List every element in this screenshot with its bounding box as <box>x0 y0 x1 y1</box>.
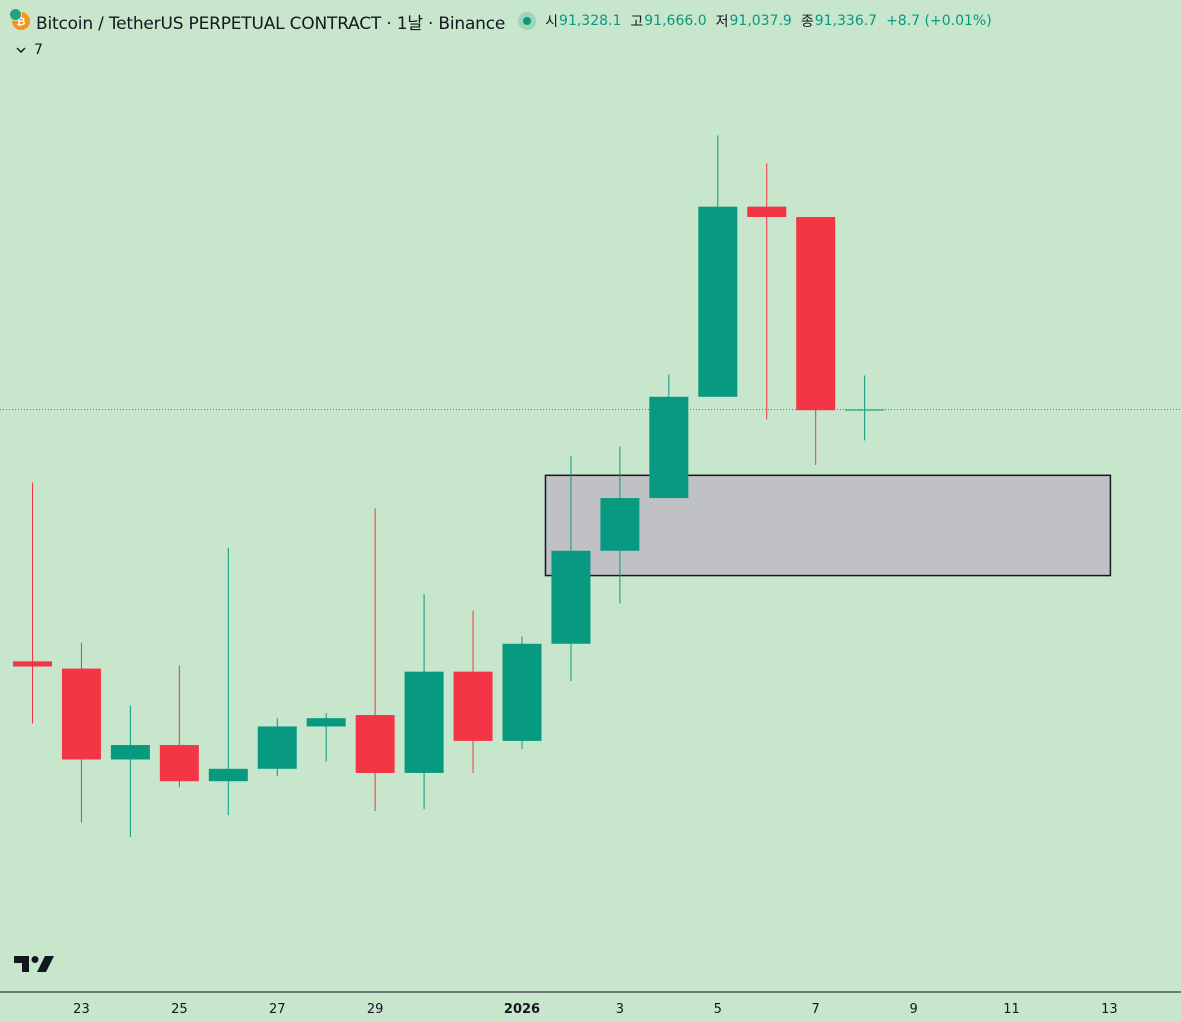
candle-body <box>13 661 52 667</box>
candle-body <box>159 745 199 782</box>
candle-body <box>306 718 346 727</box>
indicator-legend[interactable]: 7 <box>16 42 43 58</box>
candle[interactable] <box>355 508 395 812</box>
bitcoin-icon: ₿ <box>9 8 30 30</box>
x-tick-label: 25 <box>171 1002 188 1017</box>
candle-body <box>257 726 297 769</box>
market-open-status-icon <box>523 17 532 25</box>
candle-body <box>355 715 395 773</box>
high-value: 91,666.0 <box>644 13 707 29</box>
candle-body <box>845 409 885 411</box>
x-tick-label: 13 <box>1101 1002 1118 1017</box>
candle[interactable] <box>747 163 787 420</box>
candle[interactable] <box>306 713 346 762</box>
indicator-count: 7 <box>34 42 43 58</box>
x-tick-label: 27 <box>269 1002 286 1017</box>
low-label: 저 <box>715 14 729 30</box>
candle-body <box>747 206 787 217</box>
zone-layer <box>544 474 1112 577</box>
candle-body <box>502 643 542 741</box>
x-tick-label: 7 <box>812 1002 820 1017</box>
open-label: 시 <box>545 14 559 30</box>
x-tick-label: 2026 <box>504 1002 540 1017</box>
candles-layer <box>13 135 885 837</box>
candle[interactable] <box>796 217 836 465</box>
x-tick-label: 23 <box>73 1002 90 1017</box>
high-label: 고 <box>630 14 644 30</box>
candle[interactable] <box>110 705 150 837</box>
candle[interactable] <box>845 375 885 441</box>
x-tick-label: 11 <box>1003 1002 1020 1017</box>
candle-body <box>796 217 836 411</box>
tradingview-logo-icon[interactable] <box>14 954 54 978</box>
chart-header: ₿ Bitcoin / TetherUS PERPETUAL CONTRACT … <box>9 8 992 34</box>
x-tick-label: 5 <box>714 1002 722 1017</box>
zone-rectangle[interactable] <box>544 474 1112 577</box>
candle[interactable] <box>159 665 199 788</box>
candle-body <box>600 498 640 551</box>
candle-body <box>453 671 493 741</box>
candle-body <box>551 550 591 644</box>
x-tick-label: 3 <box>616 1002 624 1017</box>
candle-body <box>61 668 101 760</box>
candle-body <box>208 768 248 782</box>
candle[interactable] <box>257 718 297 777</box>
chevron-down-icon[interactable] <box>16 42 26 58</box>
candle[interactable] <box>502 636 542 750</box>
candle[interactable] <box>551 455 591 681</box>
change-value: +8.7 (+0.01%) <box>886 13 992 29</box>
candle[interactable] <box>13 482 52 724</box>
candle-body <box>404 671 444 773</box>
candle[interactable] <box>453 610 493 773</box>
x-tick-label: 9 <box>909 1002 917 1017</box>
x-tick-label: 29 <box>367 1002 384 1017</box>
x-axis-ticks: 23 25 27 29 2026 3 5 7 9 11 13 <box>73 1002 1117 1017</box>
candle[interactable] <box>61 642 101 823</box>
candle[interactable] <box>649 374 689 499</box>
candle[interactable] <box>208 547 248 816</box>
candle-body <box>110 745 150 760</box>
tether-icon <box>9 8 22 21</box>
close-label: 종 <box>800 14 814 30</box>
close-value: 91,336.7 <box>814 13 878 29</box>
candle-body <box>649 396 689 499</box>
ohlc-legend: 시 91,328.1 고 91,666.0 저 91,037.9 종 91,33… <box>545 11 992 31</box>
low-value: 91,037.9 <box>729 13 792 29</box>
symbol-title[interactable]: Bitcoin / TetherUS PERPETUAL CONTRACT · … <box>36 13 506 34</box>
candle[interactable] <box>600 446 640 604</box>
candle[interactable] <box>698 135 738 397</box>
candle-body <box>698 206 738 397</box>
candle[interactable] <box>404 594 444 810</box>
open-value: 91,328.1 <box>559 13 622 29</box>
